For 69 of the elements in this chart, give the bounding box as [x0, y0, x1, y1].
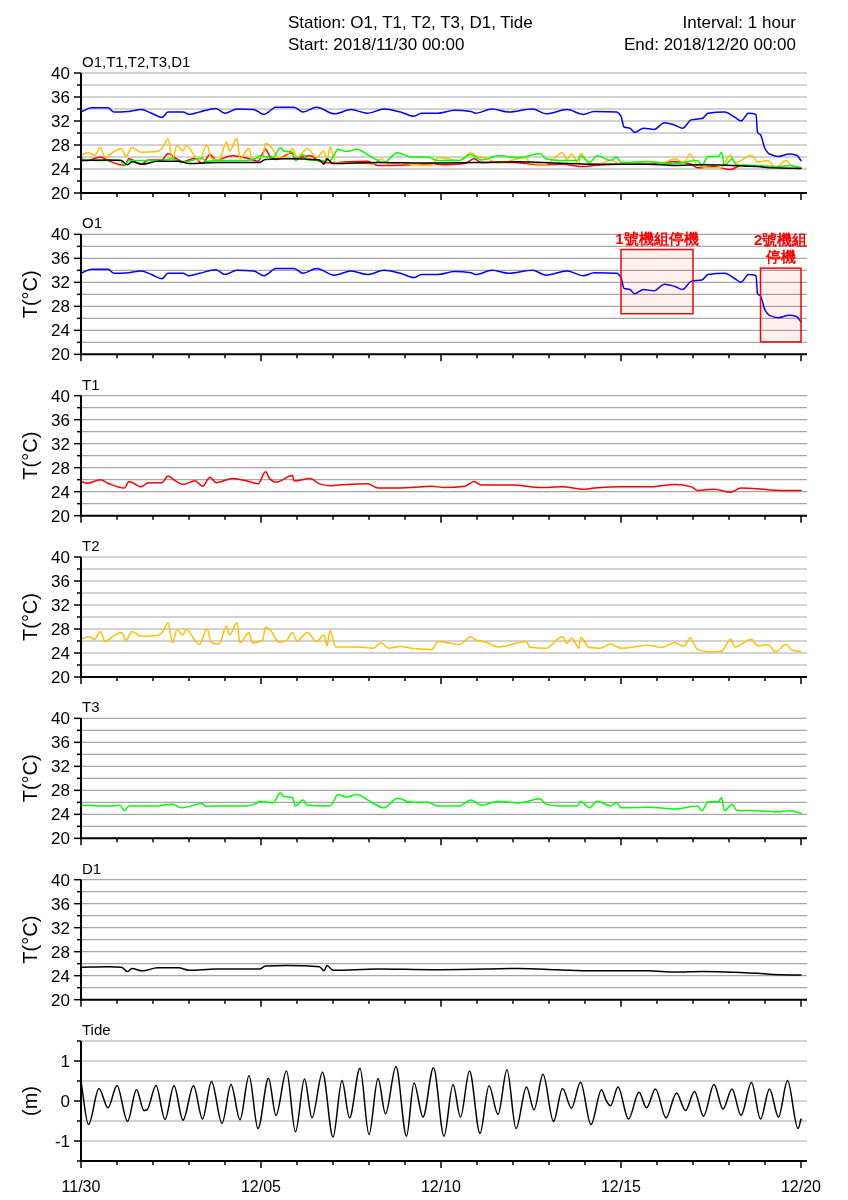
text: End: 2018/12/20 00:00: [623, 35, 796, 54]
y-tick-label: 40: [51, 64, 70, 83]
y-tick-label: 24: [51, 160, 70, 179]
x-tick-label: 11/30: [61, 1178, 101, 1195]
chart-title: D1: [82, 859, 102, 877]
line-series: [80, 471, 802, 494]
x-tick-label: 12/05: [240, 1178, 282, 1195]
y-tick-label: 32: [51, 757, 70, 777]
y-tick-label: 0: [60, 1092, 70, 1111]
line-series: [80, 791, 802, 814]
y-tick-label: 36: [51, 572, 70, 591]
chart-title: T2: [82, 537, 100, 554]
y-tick-label: 28: [51, 781, 70, 801]
band-label: 1號機組停機: [615, 229, 699, 247]
y-tick-label: 36: [51, 249, 70, 269]
chart-title: Tide: [82, 1021, 111, 1038]
y-axis-title: T(°C): [19, 915, 41, 964]
x-tick-label: 12/15: [600, 1178, 642, 1195]
y-tick-label: 40: [51, 709, 70, 729]
y-tick-label: 40: [51, 225, 70, 245]
y-tick-label: 40: [51, 386, 70, 406]
y-tick-label: 1: [60, 1052, 70, 1071]
y-tick-label: 20: [51, 345, 70, 365]
y-tick-label: 24: [51, 805, 70, 825]
text: Start: 2018/11/30 00:00: [288, 35, 465, 54]
text: Station: O1, T1, T2, T3, D1, Tide: [288, 13, 533, 32]
y-tick-label: 24: [51, 644, 70, 663]
y-tick-label: 20: [51, 990, 70, 1010]
line-series: [80, 146, 802, 169]
y-tick-label: 40: [51, 548, 70, 567]
y-tick-label: 20: [51, 184, 70, 203]
y-tick-label: 36: [51, 733, 70, 753]
y-tick-label: 28: [51, 297, 70, 317]
y-tick-label: 32: [51, 918, 70, 938]
y-tick-label: 20: [51, 668, 70, 687]
y-tick-label: 36: [51, 410, 70, 430]
line-series: [80, 267, 802, 323]
band-label: 2號機組停機: [754, 231, 808, 266]
y-tick-label: 28: [51, 458, 70, 478]
y-axis-title: T(°C): [19, 754, 41, 803]
y-tick-label: 24: [51, 321, 70, 341]
y-tick-label: 24: [51, 966, 70, 986]
text: Interval: 1 hour: [682, 13, 797, 32]
y-axis-title: T(°C): [19, 431, 41, 480]
y-tick-label: 20: [51, 829, 70, 849]
y-tick-label: 28: [51, 620, 70, 639]
y-tick-label: 32: [51, 112, 70, 131]
chart-title: T3: [82, 698, 100, 716]
y-tick-label: 36: [51, 894, 70, 914]
y-tick-label: 28: [51, 136, 70, 155]
x-tick-label: 12/10: [420, 1178, 462, 1195]
x-tick-label: 12/20: [780, 1178, 822, 1195]
y-tick-label: 32: [51, 434, 70, 454]
y-axis-title: (m): [19, 1086, 41, 1116]
y-tick-label: 36: [51, 88, 70, 107]
y-tick-label: 32: [51, 273, 70, 293]
y-tick-label: 28: [51, 942, 70, 962]
y-axis-title: T(°C): [19, 593, 41, 641]
line-series: [80, 621, 802, 653]
y-axis-title: T(°C): [19, 270, 41, 319]
y-tick-label: 24: [51, 482, 70, 502]
chart-title: O1: [82, 214, 103, 232]
y-tick-label: 20: [51, 506, 70, 526]
chart-title: O1,T1,T2,T3,D1: [82, 53, 191, 70]
y-tick-label: -1: [54, 1132, 70, 1151]
y-tick-label: 32: [51, 596, 70, 615]
chart-title: T1: [82, 375, 100, 393]
y-tick-label: 40: [51, 870, 70, 890]
line-series: [80, 106, 802, 162]
